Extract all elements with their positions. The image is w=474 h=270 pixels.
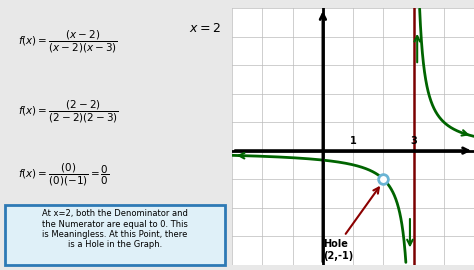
FancyBboxPatch shape [5,205,225,265]
Text: 1: 1 [350,136,356,146]
Text: Hole
(2,-1): Hole (2,-1) [323,239,353,261]
Text: $\mathit{f}(\mathit{x})=\dfrac{(0)}{(0)(-1)}=\dfrac{0}{0}$: $\mathit{f}(\mathit{x})=\dfrac{(0)}{(0)(… [18,162,110,188]
Text: $\mathit{x}=2$: $\mathit{x}=2$ [189,22,220,35]
Text: At x=2, both the Denominator and
the Numerator are equal to 0. This
is Meaningle: At x=2, both the Denominator and the Num… [42,209,188,249]
Text: 3: 3 [410,136,417,146]
Text: $\mathit{f}(\mathit{x})=\dfrac{(\mathit{x}-2)}{(\mathit{x}-2)(\mathit{x}-3)}$: $\mathit{f}(\mathit{x})=\dfrac{(\mathit{… [18,28,118,55]
Text: $\mathit{f}(\mathit{x})=\dfrac{(2-2)}{(2-2)(2-3)}$: $\mathit{f}(\mathit{x})=\dfrac{(2-2)}{(2… [18,99,119,125]
